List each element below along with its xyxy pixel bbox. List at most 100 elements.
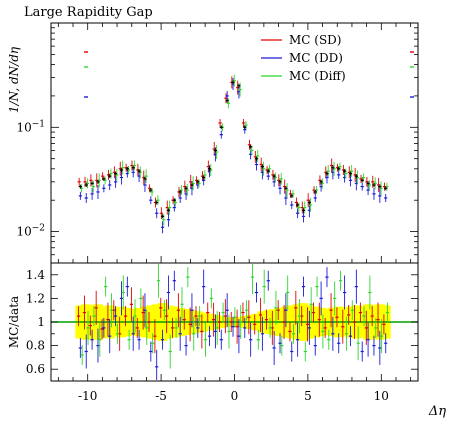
ratio-point-mc-dd [219,329,223,350]
point-mc-sd [159,207,163,220]
point-mc-dd [90,187,94,200]
ratio-point-mc-sd [311,302,316,323]
ratio-point-mc-diff [139,288,143,309]
ratio-point-mc-dd [184,335,188,356]
ratio-data-layer [51,264,418,380]
point-mc-dd [160,221,165,234]
data-point [307,200,311,205]
y-tick-label: 10−2 [16,224,45,239]
ratio-point-mc-dd [290,341,294,362]
ratio-point-mc-diff [121,275,125,310]
point-mc-dd [119,170,124,185]
ratio-point-mc-diff [250,264,255,295]
ratio-point-mc-sd [223,299,227,334]
point-mc-diff [344,168,348,179]
ratio-y-tick-label: 0.6 [26,362,45,376]
main-ticks: 10−2 10−1 [16,22,418,264]
point-mc-diff [203,169,207,180]
ratio-point-mc-dd [301,276,306,297]
ratio-point-mc-dd [260,316,264,351]
data-point [125,166,129,171]
point-mc-dd [278,182,282,195]
ratio-point-mc-sd [217,312,222,332]
ratio-point-mc-dd [213,314,218,349]
ratio-point-mc-sd [358,302,363,323]
point-mc-dd [337,170,341,179]
data-point [137,169,141,174]
ratio-point-mc-diff [92,306,96,327]
ratio-point-mc-sd [182,309,186,330]
ratio-point-mc-sd [129,287,134,322]
ratio-point-mc-sd [352,305,357,339]
ratio-point-mc-diff [321,314,325,349]
x-tick-label: 0 [231,389,239,403]
ratio-point-mc-dd [190,293,194,328]
point-mc-diff [132,160,137,171]
main-frame [50,22,419,264]
data-point [331,165,335,170]
x-axis-label: Δη [428,404,446,419]
data-point [78,184,82,189]
point-mc-dd [178,192,182,203]
ratio-point-mc-sd [305,307,310,342]
ratio-point-mc-dd [249,322,253,357]
point-mc-sd [306,193,310,208]
ratio-point-mc-sd [123,306,128,327]
data-point [272,174,276,179]
data-point [337,166,341,171]
ratio-y-tick-label: 1 [37,315,45,329]
point-mc-dd [102,184,106,193]
ratio-point-mc-sd [364,310,368,345]
data-point [143,176,147,181]
ratio-point-mc-sd [106,302,110,337]
main-panel: 10−2 10−1 [16,22,419,341]
ratio-point-mc-dd [254,282,259,303]
ratio-point-mc-dd [96,328,100,363]
ratio-y-tick-label: 1.2 [26,291,45,305]
point-mc-dd [84,192,88,203]
point-mc-dd [290,200,294,209]
data-point [254,156,259,161]
point-mc-diff [156,195,160,206]
ratio-point-mc-dd [166,275,171,310]
ratio-point-mc-sd [159,297,163,318]
data-point [284,186,288,191]
ratio-point-mc-sd [100,319,104,340]
point-mc-sd [259,157,263,172]
ratio-point-mc-sd [335,307,339,328]
point-mc-dd [219,130,223,139]
ratio-point-mc-dd [196,317,200,338]
point-mc-diff [162,213,166,226]
point-mc-sd [294,197,299,208]
chart-title: Large Rapidity Gap [24,5,153,20]
data-point [160,214,165,219]
ratio-point-mc-dd [278,333,282,354]
ratio-point-mc-dd [354,269,358,304]
data-point [360,178,364,183]
y-tick-label: 10−1 [16,119,45,134]
ratio-point-mc-diff [151,333,155,354]
ratio-point-mc-diff [297,299,302,334]
ratio-point-mc-dd [119,281,124,316]
data-point [325,171,329,176]
ratio-point-mc-dd [78,337,82,358]
ratio-ticks: -10 -5 0 5 10 0.6 0.8 1 1.2 1.4 [26,262,418,403]
data-point [278,179,282,184]
point-mc-sd [89,174,93,187]
data-point [113,171,118,176]
ratio-point-mc-dd [272,330,276,365]
data-point [213,148,218,153]
ratio-point-mc-dd [172,270,176,291]
data-point [225,98,229,103]
ratio-point-mc-sd [264,309,269,330]
ratio-point-mc-diff [327,329,331,350]
ratio-point-mc-diff [374,317,378,338]
ratio-point-mc-sd [376,302,380,337]
ratio-point-mc-sd [247,300,251,335]
data-point [348,171,353,176]
legend-label-sd: MC (SD) [289,33,342,47]
ratio-point-mc-diff [115,323,119,344]
ratio-point-mc-diff [156,264,161,298]
ratio-point-mc-sd [253,314,257,335]
ratio-point-mc-diff [180,287,184,322]
